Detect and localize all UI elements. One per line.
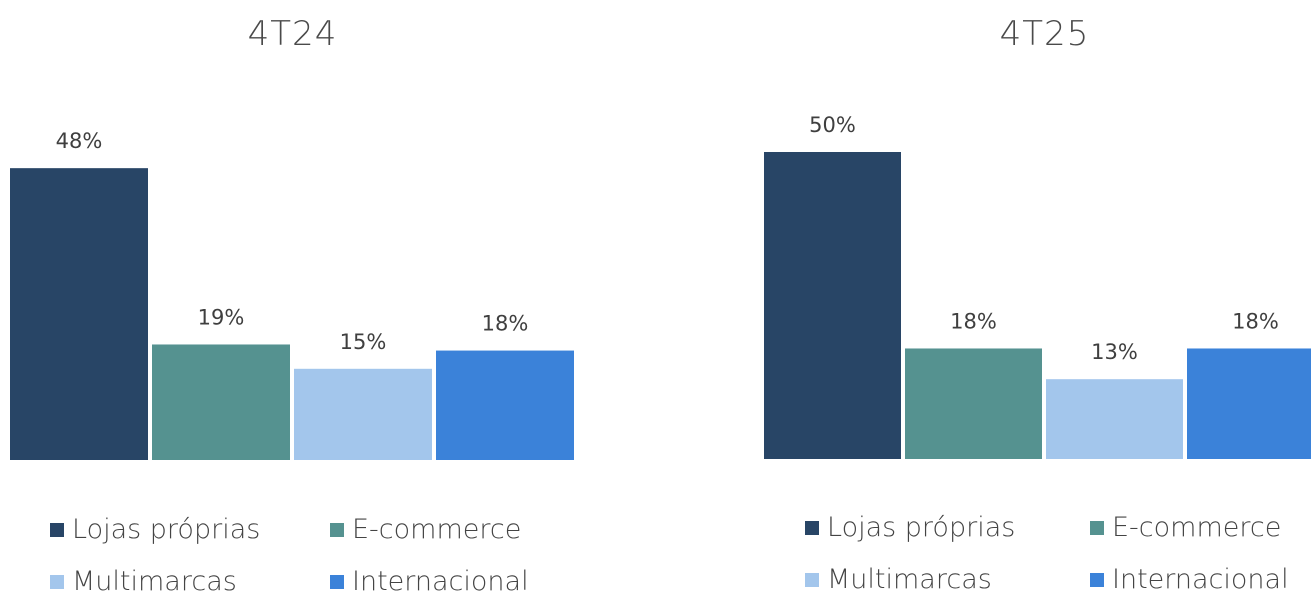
data-label: 15% [340,330,387,354]
bar-e-commerce [905,348,1042,459]
legend-swatch [330,574,344,589]
legend-label: Lojas próprias [72,514,261,545]
data-label: 19% [198,305,245,329]
bar-lojas-pr-prias [764,152,901,459]
chart-title: 4T25 [999,14,1090,54]
bar-internacional [436,350,574,460]
bar-multimarcas [1046,379,1183,459]
legend-label: Internacional [1112,564,1289,595]
bar-internacional [1187,348,1311,459]
legend-item-ecommerce: E-commerce [330,514,521,545]
legend-item-internacional: Internacional [1090,564,1289,595]
legend-label: Multimarcas [72,566,237,597]
chart-panel-4t25: 4T25 50% 18% 13% 18% Lojas próprias E-comme… [752,0,1311,595]
legend-item-multimarcas: Multimarcas [50,566,237,597]
bar-e-commerce [152,344,290,460]
legend-label: E-commerce [1112,512,1282,543]
chart-panel-4t24: 4T24 48% 19% 15% 18% Lojas próprias E-comme… [0,0,590,597]
bar-plot: 48% 19% 15% 18% [10,129,574,460]
bar-lojas-pr-prias [10,168,148,460]
bar-multimarcas [294,368,432,460]
legend-item-lojas: Lojas próprias [805,512,1015,543]
data-label: 18% [950,309,997,333]
legend-label: E-commerce [352,514,522,545]
data-label: 13% [1091,340,1138,364]
bar-plot: 50% 18% 13% 18% [764,113,1311,459]
data-label: 18% [482,312,529,336]
legend-swatch [805,572,819,587]
legend-swatch [50,522,64,537]
data-label: 18% [1232,309,1279,333]
legend-item-ecommerce: E-commerce [1090,512,1281,543]
legend-item-internacional: Internacional [330,566,529,597]
data-label: 50% [809,113,856,137]
legend-label: Multimarcas [827,564,992,595]
legend-swatch [330,522,344,537]
legend-swatch [1090,572,1104,587]
legend-swatch [50,574,64,589]
legend-label: Lojas próprias [827,512,1016,543]
legend-item-lojas: Lojas próprias [50,514,260,545]
legend-item-multimarcas: Multimarcas [805,564,992,595]
legend-label: Internacional [352,566,529,597]
legend-swatch [805,520,819,535]
legend-swatch [1090,520,1104,535]
data-label: 48% [56,129,103,153]
chart-title: 4T24 [247,14,338,54]
